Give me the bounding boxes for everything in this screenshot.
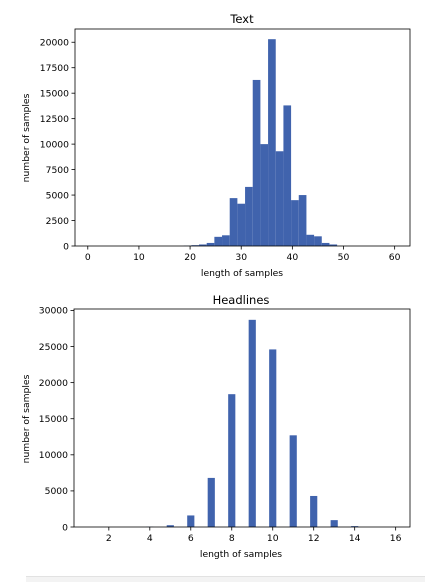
histogram-bar [283,105,291,246]
x-tick-label: 16 [390,533,402,544]
x-tick-label: 0 [85,252,91,263]
histogram-bar [331,520,338,527]
x-tick-label: 10 [133,252,145,263]
histogram-bar [187,515,194,527]
y-tick-label: 30000 [39,306,68,317]
y-tick-label: 0 [63,241,69,252]
x-tick-label: 8 [229,533,235,544]
chart-title: Headlines [213,293,270,307]
histogram-bar [214,237,222,246]
y-tick-label: 0 [62,522,68,533]
x-tick-label: 10 [267,533,279,544]
histogram-bar [322,243,330,246]
x-tick-label: 60 [389,252,401,263]
y-tick-label: 20000 [40,38,69,49]
histogram-bar [228,394,235,527]
chart-title: Text [229,12,254,26]
histogram-bar [290,435,297,527]
y-tick-label: 15000 [40,88,69,99]
y-tick-label: 7500 [46,165,70,176]
bars [146,320,358,527]
output-area-border [26,576,425,582]
histogram-bar [208,478,215,527]
y-tick-label: 25000 [39,342,68,353]
histogram-bar [207,243,215,246]
x-tick-label: 40 [287,252,299,263]
y-tick-label: 17500 [40,63,69,74]
y-tick-label: 5000 [45,486,69,497]
x-tick-label: 6 [188,533,194,544]
x-tick-label: 30 [235,252,247,263]
x-tick-label: 20 [184,252,196,263]
histogram-bar [237,204,245,246]
headlines-length-histogram: Headlines 2 4 6 8 10 12 14 16 0 5000 10000 15000 20… [21,293,410,560]
histogram-bar [310,496,317,527]
y-axis-ticks: 0 2500 5000 7500 10000 12500 15000 17500 20000 [40,38,75,253]
plot-frame [74,309,410,527]
histogram-bar [268,39,276,246]
y-tick-label: 10000 [39,450,68,461]
histogram-bar [306,235,314,246]
histogram-bar [222,235,230,246]
x-axis-ticks: 2 4 6 8 10 12 14 16 [106,527,402,544]
histogram-bar [253,80,261,246]
text-length-histogram: Text 0 10 20 30 40 50 60 0 2500 5000 7500 10000 125… [21,12,410,279]
y-tick-label: 12500 [40,114,69,125]
y-tick-label: 5000 [46,190,70,201]
x-tick-label: 4 [147,533,153,544]
y-tick-label: 15000 [39,414,68,425]
x-tick-label: 2 [106,533,112,544]
histogram-bar [245,187,253,246]
x-tick-label: 50 [338,252,350,263]
x-axis-label: length of samples [201,268,283,279]
y-axis-ticks: 0 5000 10000 15000 20000 25000 30000 [39,306,74,534]
x-axis-ticks: 0 10 20 30 40 50 60 [85,246,401,263]
x-axis-label: length of samples [200,549,282,560]
histogram-bar [299,195,307,246]
y-tick-label: 20000 [39,378,68,389]
histogram-bar [249,320,256,527]
y-axis-label: number of samples [21,374,32,463]
histogram-bar [269,349,276,527]
x-tick-label: 12 [308,533,320,544]
bars [184,39,337,246]
histogram-bar [230,198,238,246]
y-tick-label: 10000 [40,139,69,150]
histogram-bar [260,144,268,246]
x-tick-label: 14 [349,533,361,544]
y-tick-label: 2500 [46,216,70,227]
histogram-bar [314,236,322,246]
y-axis-label: number of samples [21,93,32,182]
histogram-bar [291,200,299,246]
histogram-bar [276,151,284,246]
